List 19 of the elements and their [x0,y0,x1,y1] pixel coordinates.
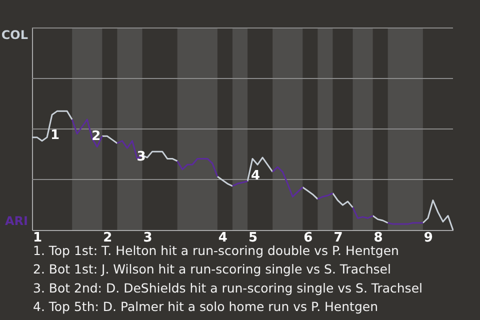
x-tick-label: 4 [218,230,228,246]
text: 3. Bot 2nd: D. DeShields hit a run-scoring single vs S. Trachsel [33,280,422,296]
annotation: 1 [50,128,60,143]
x-tick-label: 7 [334,230,343,246]
text: ARI [5,214,28,228]
annotation: 2 [92,129,101,144]
x-tick-label: 9 [424,230,433,246]
text: 4. Top 5th: D. Palmer hit a solo home run vs P. Hentgen [33,299,378,314]
text: 1. Top 1st: T. Helton hit a run-scoring double vs P. Hentgen [33,243,399,258]
annotation: 3 [136,149,146,164]
x-tick-label: 8 [374,230,383,246]
text: COL [1,28,28,42]
x-tick-label: 6 [304,230,313,246]
x-tick-label: 1 [32,230,42,246]
x-tick-label: 3 [143,230,152,246]
x-tick-label: 2 [103,230,112,246]
x-tick-label: 5 [248,230,258,246]
annotation: 4 [251,168,260,184]
text: 2. Bot 1st: J. Wilson hit a run-scoring single vs S. Trachsel [33,262,391,277]
